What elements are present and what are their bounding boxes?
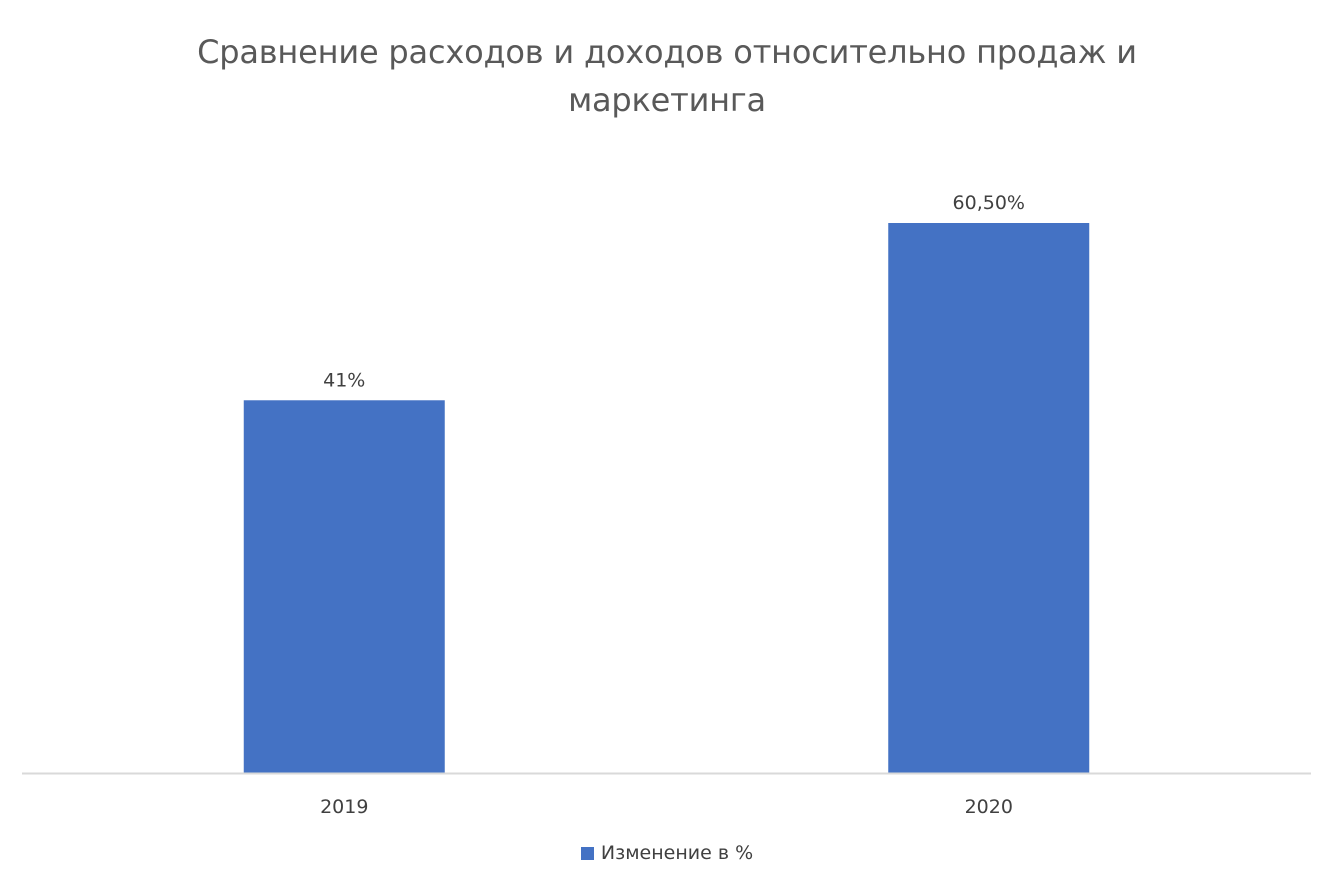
data-label-2019: 41% bbox=[323, 369, 365, 391]
data-labels-group: 41% 60,50% bbox=[323, 192, 1025, 391]
chart-title: Сравнение расходов и доходов относительн… bbox=[0, 28, 1334, 124]
chart-title-line-2: маркетинга bbox=[568, 81, 766, 119]
chart-title-line-1: Сравнение расходов и доходов относительн… bbox=[197, 33, 1137, 71]
legend-swatch bbox=[580, 846, 594, 860]
x-tick-label-2020: 2020 bbox=[965, 796, 1013, 818]
bar-2020 bbox=[888, 223, 1090, 773]
bar-2019 bbox=[243, 400, 445, 773]
bars-group bbox=[243, 223, 1090, 773]
x-tick-label-2019: 2019 bbox=[320, 796, 368, 818]
legend: Изменение в % bbox=[0, 842, 1334, 864]
x-tick-labels-group: 2019 2020 bbox=[320, 796, 1013, 818]
data-label-2020: 60,50% bbox=[953, 192, 1025, 214]
legend-label: Изменение в % bbox=[600, 842, 754, 864]
